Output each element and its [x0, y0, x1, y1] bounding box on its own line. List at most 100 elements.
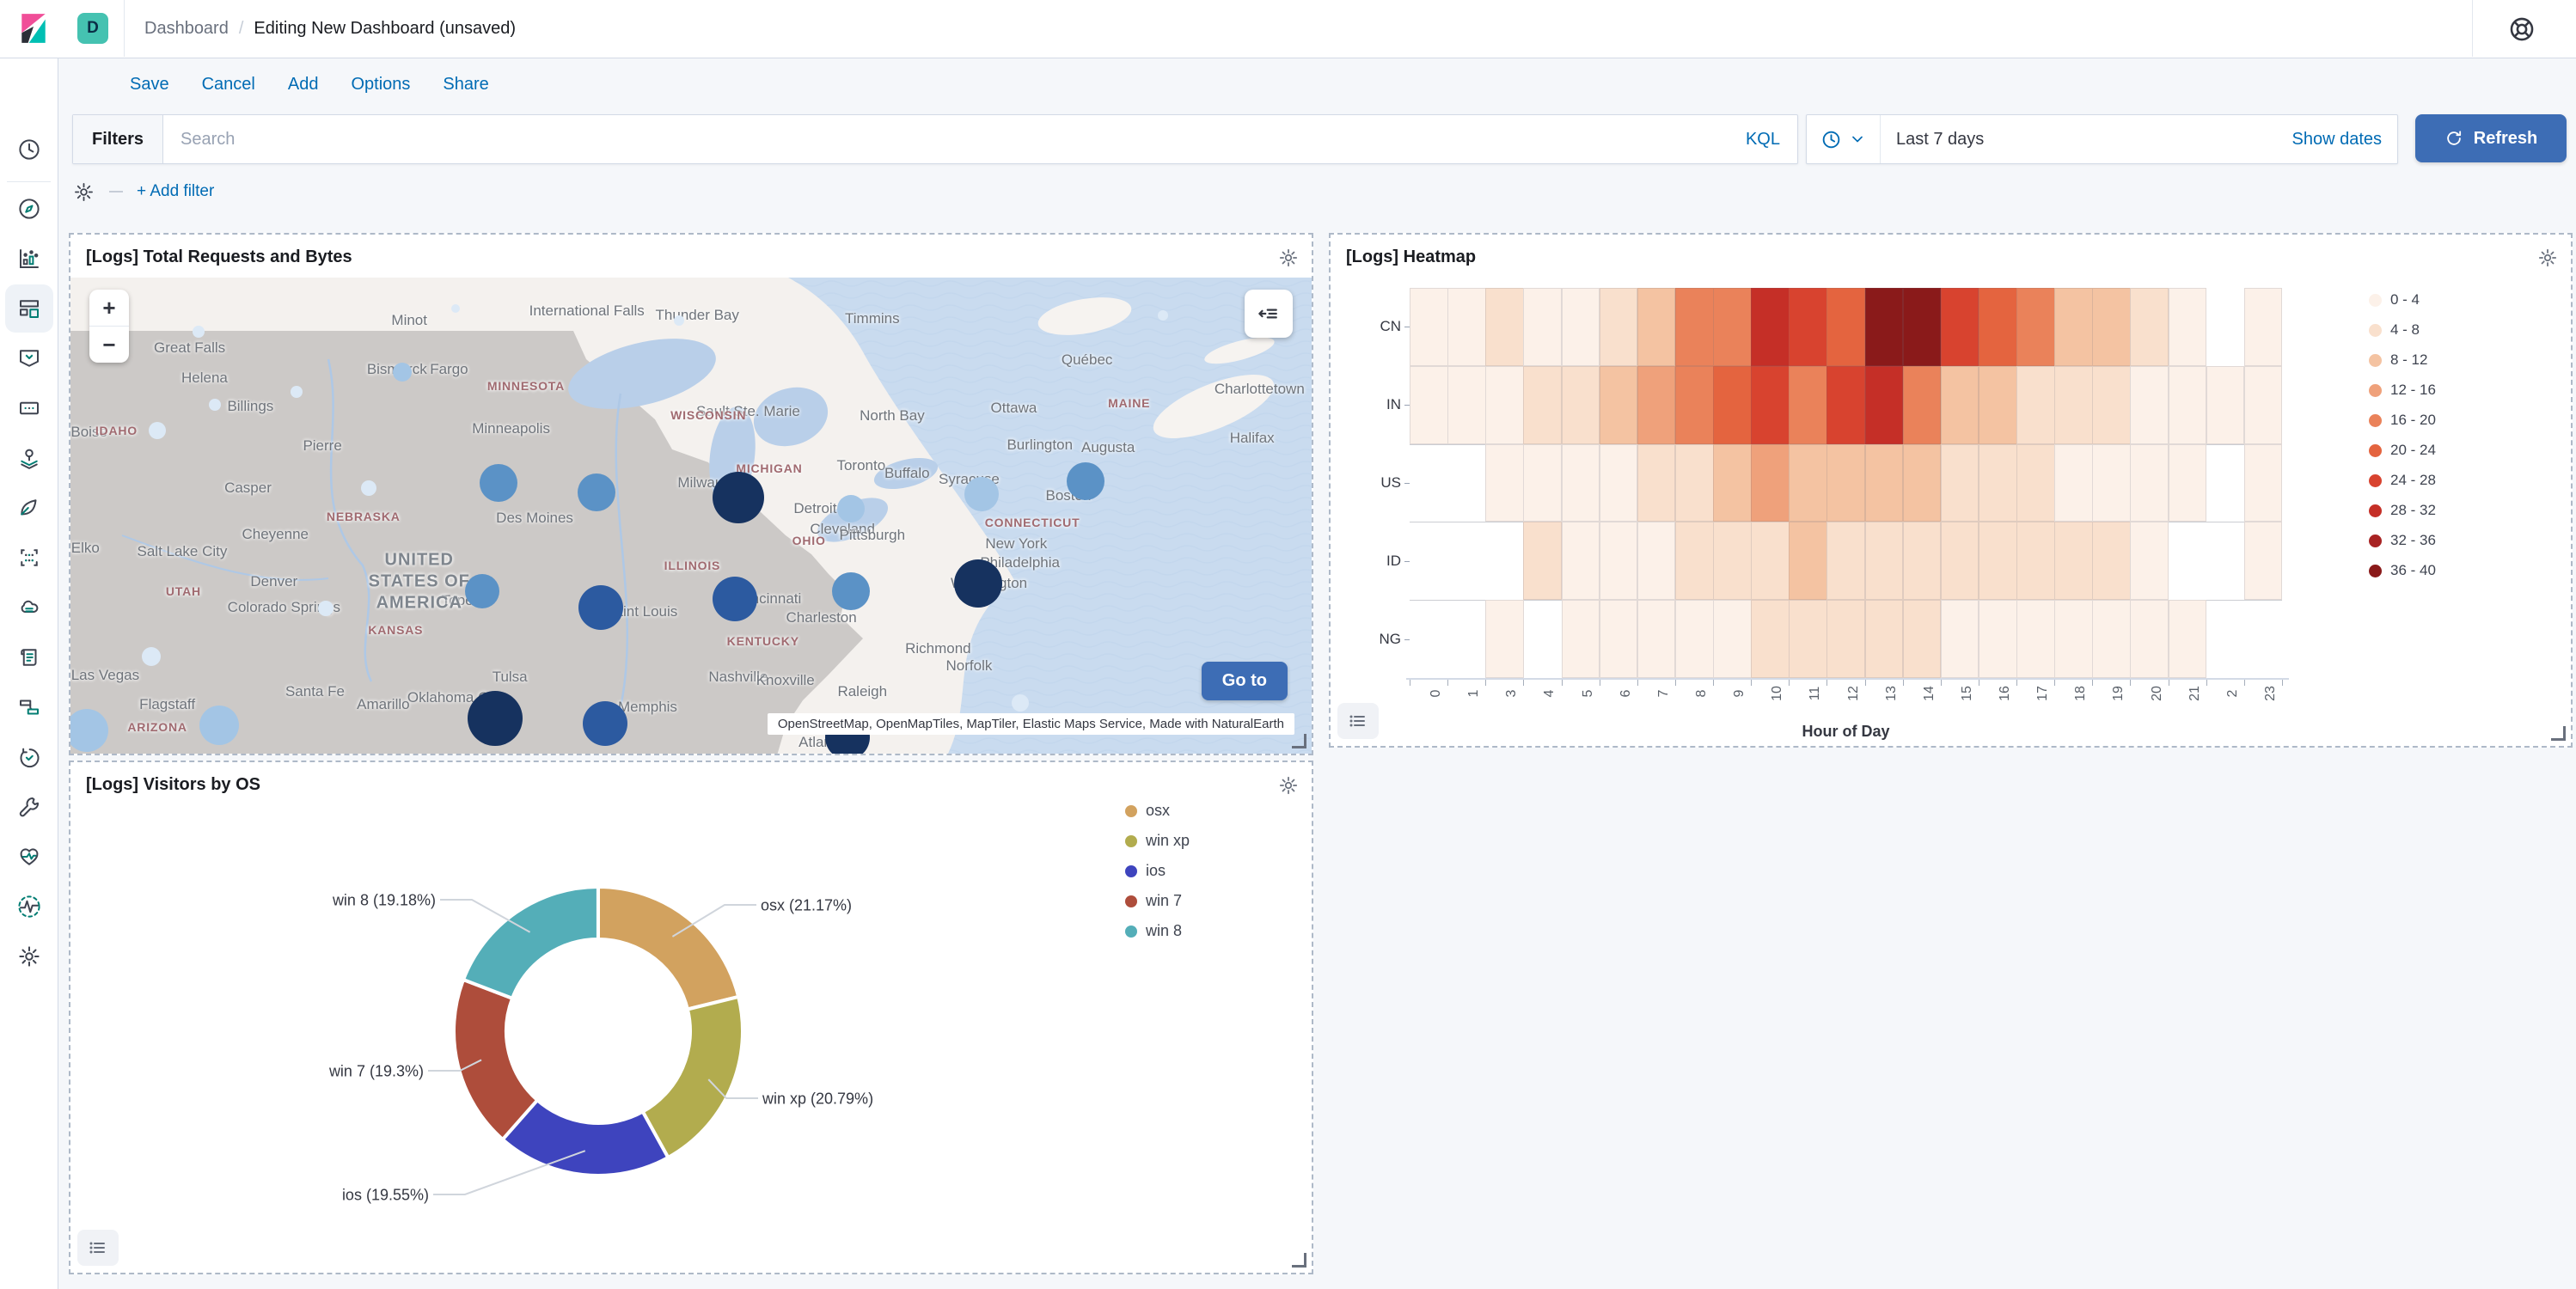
heatmap-cell[interactable]	[2016, 365, 2055, 444]
heatmap-cell[interactable]	[1751, 600, 1790, 678]
kql-toggle[interactable]: KQL	[1745, 129, 1780, 149]
heatmap-legend-item[interactable]: 28 - 32	[2369, 502, 2436, 519]
heatmap-cell[interactable]	[2092, 600, 2131, 678]
options-button[interactable]: Options	[351, 74, 411, 94]
sidebar-item-apm[interactable]	[5, 633, 53, 681]
sidebar-item-pipelines[interactable]	[5, 683, 53, 731]
map-data-circle[interactable]	[450, 304, 460, 314]
heatmap-legend-item[interactable]: 4 - 8	[2369, 321, 2420, 339]
heatmap-cell[interactable]	[1447, 288, 1486, 366]
map-data-circle[interactable]	[70, 708, 108, 752]
heatmap-legend-item[interactable]: 0 - 4	[2369, 291, 2420, 309]
map-data-circle[interactable]	[712, 471, 764, 523]
donut-legend-item[interactable]: ios	[1125, 862, 1166, 880]
heatmap-cell[interactable]	[2130, 365, 2169, 444]
donut-legend-item[interactable]: win 8	[1125, 922, 1182, 940]
map-data-circle[interactable]	[583, 700, 628, 746]
heatmap-cell[interactable]	[1561, 443, 1600, 522]
heatmap-cell[interactable]	[1902, 443, 1942, 522]
heatmap-cell[interactable]	[1826, 522, 1866, 601]
heatmap-cell[interactable]	[1978, 443, 2017, 522]
heatmap-cell[interactable]	[1485, 365, 1524, 444]
heatmap-cell[interactable]	[1485, 443, 1524, 522]
heatmap-cell[interactable]	[1940, 365, 1979, 444]
heatmap-cell[interactable]	[2243, 522, 2283, 601]
map-data-circle[interactable]	[578, 584, 623, 630]
panel-options-gear-icon[interactable]	[1274, 243, 1303, 272]
heatmap-cell[interactable]	[1751, 365, 1790, 444]
heatmap-cell[interactable]	[2206, 365, 2245, 444]
sidebar-item-canvas[interactable]	[5, 334, 53, 382]
heatmap-cell[interactable]	[1826, 365, 1866, 444]
heatmap-cell[interactable]	[2054, 443, 2093, 522]
heatmap-cell[interactable]	[1599, 443, 1638, 522]
heatmap-cell[interactable]	[1713, 288, 1752, 366]
heatmap-cell[interactable]	[1902, 365, 1942, 444]
map-zoom-out-button[interactable]: −	[89, 326, 129, 363]
heatmap-cell[interactable]	[1789, 600, 1827, 678]
heatmap-cell[interactable]	[1978, 288, 2017, 366]
heatmap-cell[interactable]	[2130, 600, 2169, 678]
heatmap-cell[interactable]	[2168, 443, 2207, 522]
heatmap-cell[interactable]	[2092, 522, 2131, 601]
space-badge[interactable]: D	[77, 13, 108, 44]
heatmap-cell[interactable]	[2168, 600, 2207, 678]
heatmap-cell[interactable]	[1637, 365, 1676, 444]
donut-slice-win-xp[interactable]	[640, 994, 744, 1160]
heatmap-cell[interactable]	[2243, 443, 2283, 522]
heatmap-cell[interactable]	[1940, 288, 1979, 366]
add-filter-button[interactable]: + Add filter	[137, 182, 215, 200]
panel-title-donut[interactable]: [Logs] Visitors by OS	[86, 774, 260, 794]
heatmap-cell[interactable]	[2130, 443, 2169, 522]
sidebar-item-management[interactable]	[5, 932, 53, 980]
heatmap-cell[interactable]	[1978, 600, 2017, 678]
heatmap-cell[interactable]	[1751, 443, 1790, 522]
heatmap-cell[interactable]	[1410, 288, 1448, 366]
sidebar-item-graph[interactable]	[5, 484, 53, 532]
map-data-circle[interactable]	[1067, 462, 1105, 501]
sidebar-item-discover[interactable]	[5, 185, 53, 233]
heatmap-cell[interactable]	[1561, 365, 1600, 444]
panel-title-map[interactable]: [Logs] Total Requests and Bytes	[86, 247, 352, 266]
heatmap-cell[interactable]	[2054, 288, 2093, 366]
breadcrumb-dashboard[interactable]: Dashboard	[144, 19, 229, 38]
map-canvas[interactable]: Great FallsHelenaBillingsMinotBismarckFa…	[70, 278, 1312, 754]
heatmap-cell[interactable]	[1637, 443, 1676, 522]
heatmap-cell[interactable]	[1864, 522, 1904, 601]
heatmap-cell[interactable]	[1599, 600, 1638, 678]
map-data-circle[interactable]	[837, 494, 866, 522]
heatmap-cell[interactable]	[1978, 522, 2017, 601]
heatmap-cell[interactable]	[2054, 522, 2093, 601]
heatmap-cell[interactable]	[1789, 443, 1827, 522]
sidebar-item-uptime[interactable]	[5, 733, 53, 781]
panel-resize-handle[interactable]	[2551, 726, 2566, 741]
heatmap-cell[interactable]	[1523, 443, 1563, 522]
panel-options-gear-icon[interactable]	[2533, 243, 2562, 272]
map-data-circle[interactable]	[192, 325, 205, 338]
heatmap-cell[interactable]	[1789, 522, 1827, 601]
heatmap-cell[interactable]	[1751, 522, 1790, 601]
heatmap-cell[interactable]	[1864, 288, 1904, 366]
donut-legend-item[interactable]: osx	[1125, 802, 1170, 820]
map-data-circle[interactable]	[465, 574, 500, 609]
donut-slice-osx[interactable]	[597, 884, 741, 1011]
heatmap-cell[interactable]	[1523, 288, 1563, 366]
map-data-circle[interactable]	[290, 386, 303, 399]
heatmap-cell[interactable]	[2092, 443, 2131, 522]
sidebar-item-maps[interactable]	[5, 384, 53, 432]
heatmap-cell[interactable]	[2054, 365, 2093, 444]
heatmap-cell[interactable]	[2016, 522, 2055, 601]
heatmap-cell[interactable]	[1789, 288, 1827, 366]
heatmap-cell[interactable]	[1674, 288, 1714, 366]
map-goto-button[interactable]: Go to	[1201, 662, 1288, 700]
map-layers-collapse-button[interactable]	[1245, 290, 1293, 338]
show-dates-button[interactable]: Show dates	[2291, 129, 2382, 149]
panel-legend-toggle-icon[interactable]	[1337, 703, 1379, 739]
add-button[interactable]: Add	[287, 74, 319, 94]
heatmap-cell[interactable]	[1599, 365, 1638, 444]
refresh-button[interactable]: Refresh	[2415, 114, 2567, 162]
map-data-circle[interactable]	[467, 691, 523, 747]
heatmap-cell[interactable]	[1713, 443, 1752, 522]
map-data-circle[interactable]	[208, 399, 221, 412]
map-data-circle[interactable]	[1011, 693, 1029, 712]
